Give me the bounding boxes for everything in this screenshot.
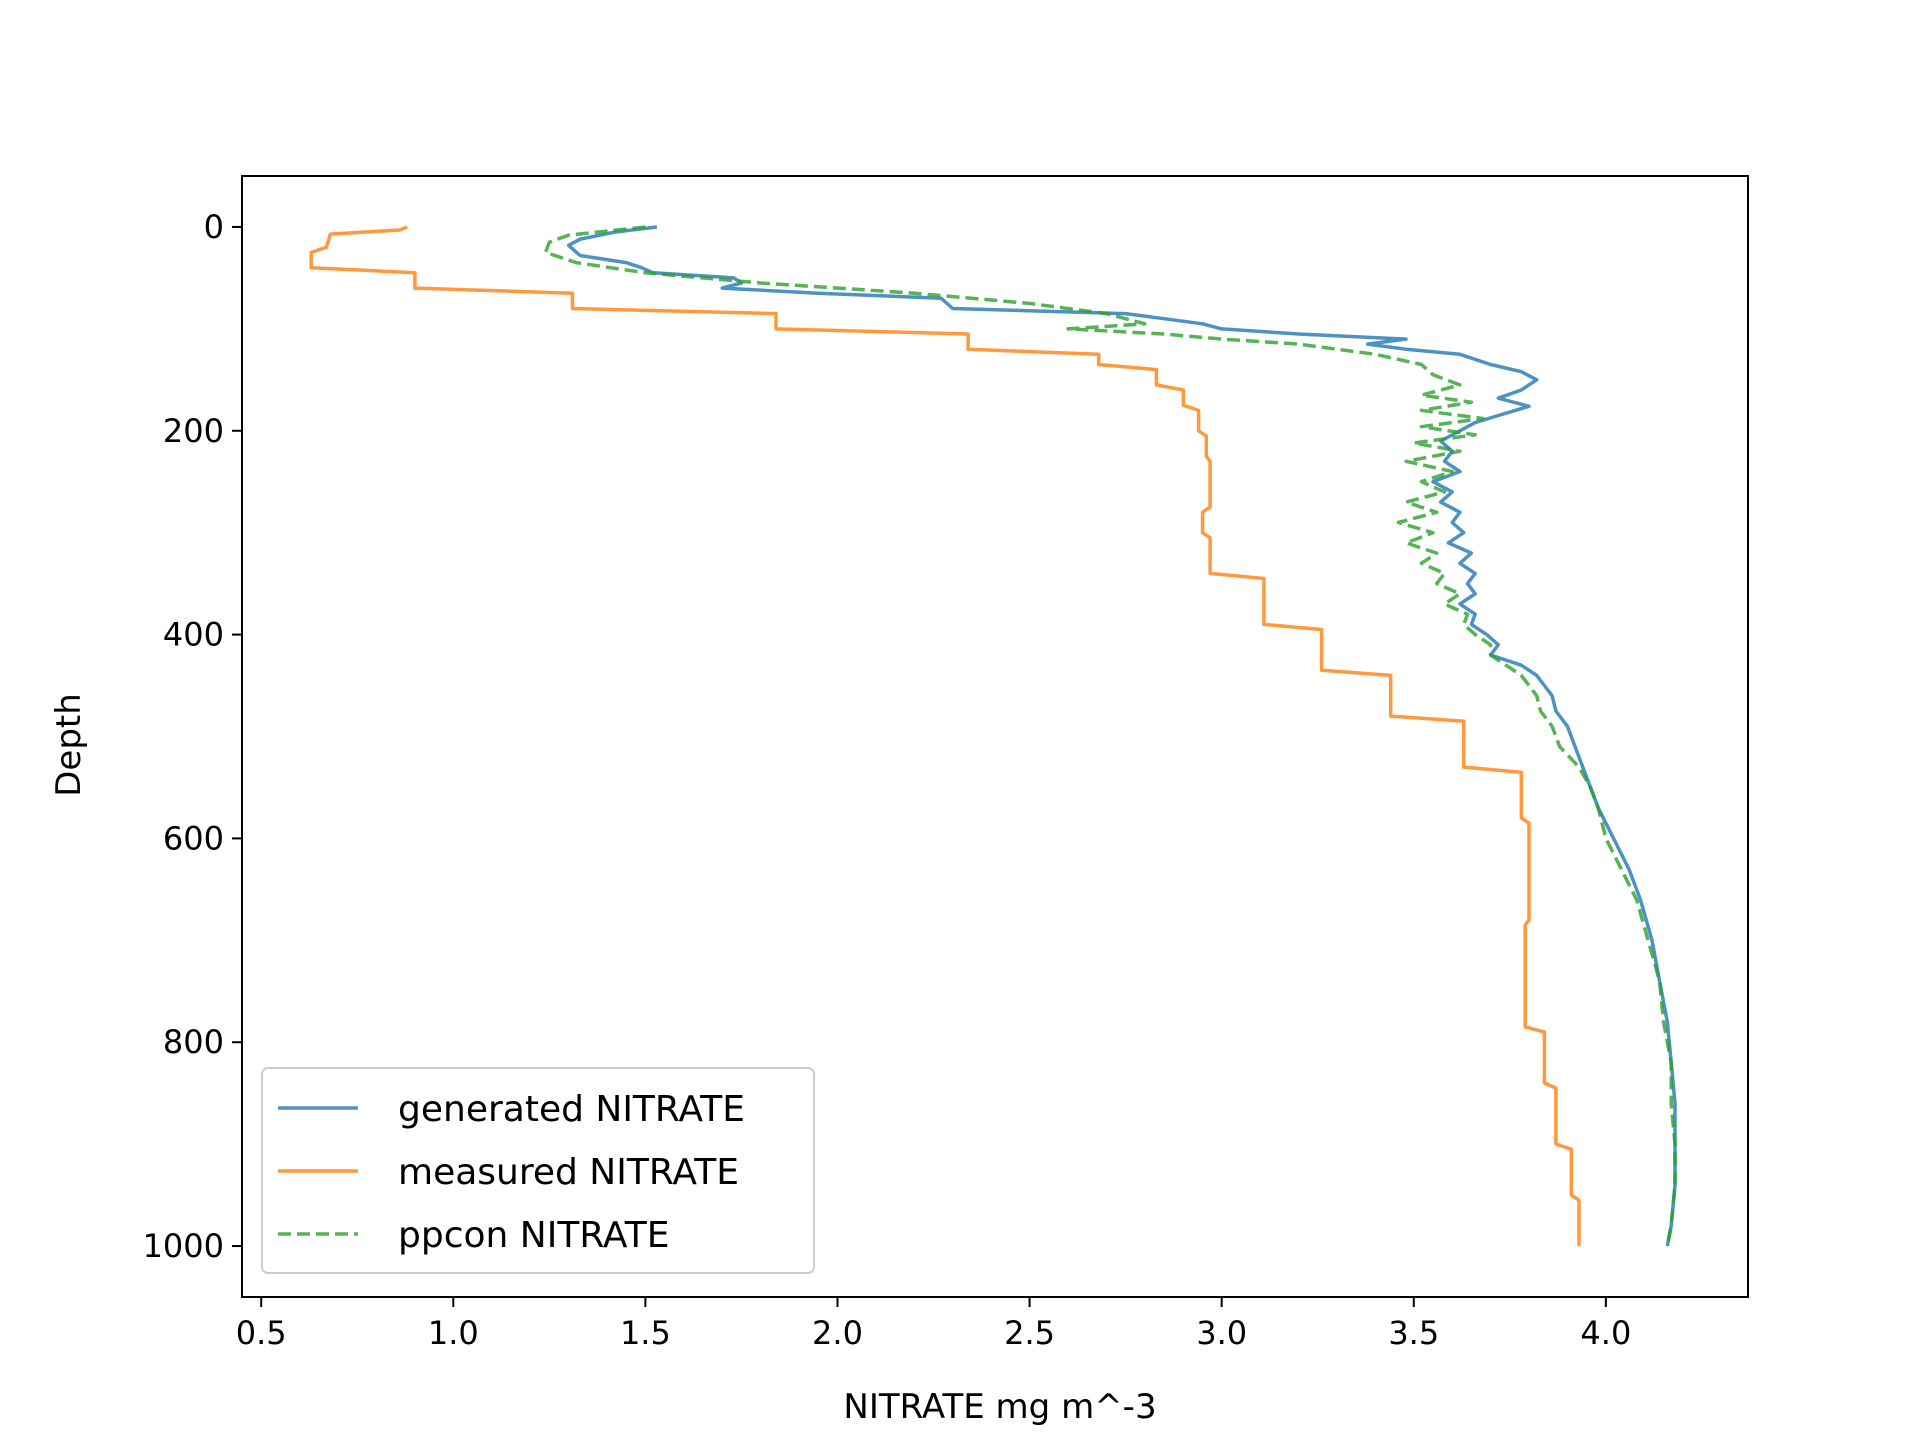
- y-axis-label: Depth: [49, 693, 89, 797]
- legend-label: ppcon NITRATE: [398, 1215, 669, 1256]
- x-tick-label: 2.5: [1004, 1314, 1055, 1352]
- plot-area-frame: [241, 175, 1749, 1298]
- series-layer: [309, 225, 1677, 1247]
- series-line-2: [543, 225, 1677, 1247]
- legend-box: [261, 1067, 815, 1274]
- y-tick-label: 200: [163, 412, 224, 450]
- series-line-1: [309, 225, 1581, 1246]
- x-axis-ticks: 0.5 1.0 1.5 2.0 2.5 3.0 3.5 4.0: [236, 1297, 1631, 1352]
- y-tick-label: 0: [204, 208, 224, 246]
- y-tick-label: 400: [163, 616, 224, 654]
- x-tick-label: 2.0: [812, 1314, 863, 1352]
- x-axis-label: NITRATE mg m^-3: [843, 1387, 1156, 1427]
- legend: generated NITRATE measured NITRATE ppcon N…: [261, 1067, 815, 1274]
- y-tick-label: 800: [163, 1023, 224, 1061]
- x-tick-label: 1.0: [428, 1314, 479, 1352]
- x-tick-label: 3.0: [1196, 1314, 1247, 1352]
- x-tick-label: 3.5: [1388, 1314, 1439, 1352]
- y-axis-ticks: 0 200 400 600 800 1000: [143, 208, 242, 1265]
- legend-label: generated NITRATE: [398, 1089, 745, 1130]
- y-tick-label: 1000: [143, 1227, 224, 1265]
- x-tick-label: 1.5: [620, 1314, 671, 1352]
- y-tick-label: 600: [163, 819, 224, 857]
- legend-label: measured NITRATE: [398, 1152, 739, 1193]
- x-tick-label: 0.5: [236, 1314, 287, 1352]
- x-tick-label: 4.0: [1580, 1314, 1631, 1352]
